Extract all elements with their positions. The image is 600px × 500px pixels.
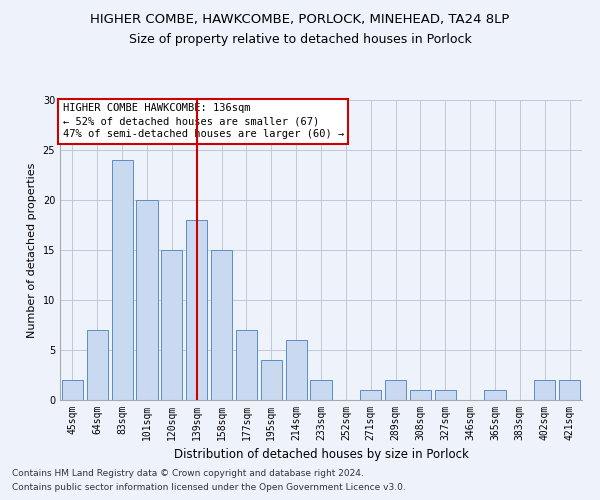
- Bar: [360, 390, 381, 400]
- Text: Size of property relative to detached houses in Porlock: Size of property relative to detached ho…: [128, 32, 472, 46]
- Bar: [62, 380, 83, 400]
- Text: HIGHER COMBE HAWKCOMBE: 136sqm
← 52% of detached houses are smaller (67)
47% of : HIGHER COMBE HAWKCOMBE: 136sqm ← 52% of …: [62, 103, 344, 140]
- Bar: [534, 380, 555, 400]
- Bar: [186, 220, 207, 400]
- Text: Contains public sector information licensed under the Open Government Licence v3: Contains public sector information licen…: [12, 484, 406, 492]
- Text: HIGHER COMBE, HAWKCOMBE, PORLOCK, MINEHEAD, TA24 8LP: HIGHER COMBE, HAWKCOMBE, PORLOCK, MINEHE…: [91, 12, 509, 26]
- Bar: [112, 160, 133, 400]
- Bar: [236, 330, 257, 400]
- Text: Contains HM Land Registry data © Crown copyright and database right 2024.: Contains HM Land Registry data © Crown c…: [12, 468, 364, 477]
- X-axis label: Distribution of detached houses by size in Porlock: Distribution of detached houses by size …: [173, 448, 469, 462]
- Bar: [261, 360, 282, 400]
- Bar: [435, 390, 456, 400]
- Bar: [410, 390, 431, 400]
- Bar: [484, 390, 506, 400]
- Y-axis label: Number of detached properties: Number of detached properties: [27, 162, 37, 338]
- Bar: [87, 330, 108, 400]
- Bar: [136, 200, 158, 400]
- Bar: [211, 250, 232, 400]
- Bar: [559, 380, 580, 400]
- Bar: [161, 250, 182, 400]
- Bar: [385, 380, 406, 400]
- Bar: [310, 380, 332, 400]
- Bar: [286, 340, 307, 400]
